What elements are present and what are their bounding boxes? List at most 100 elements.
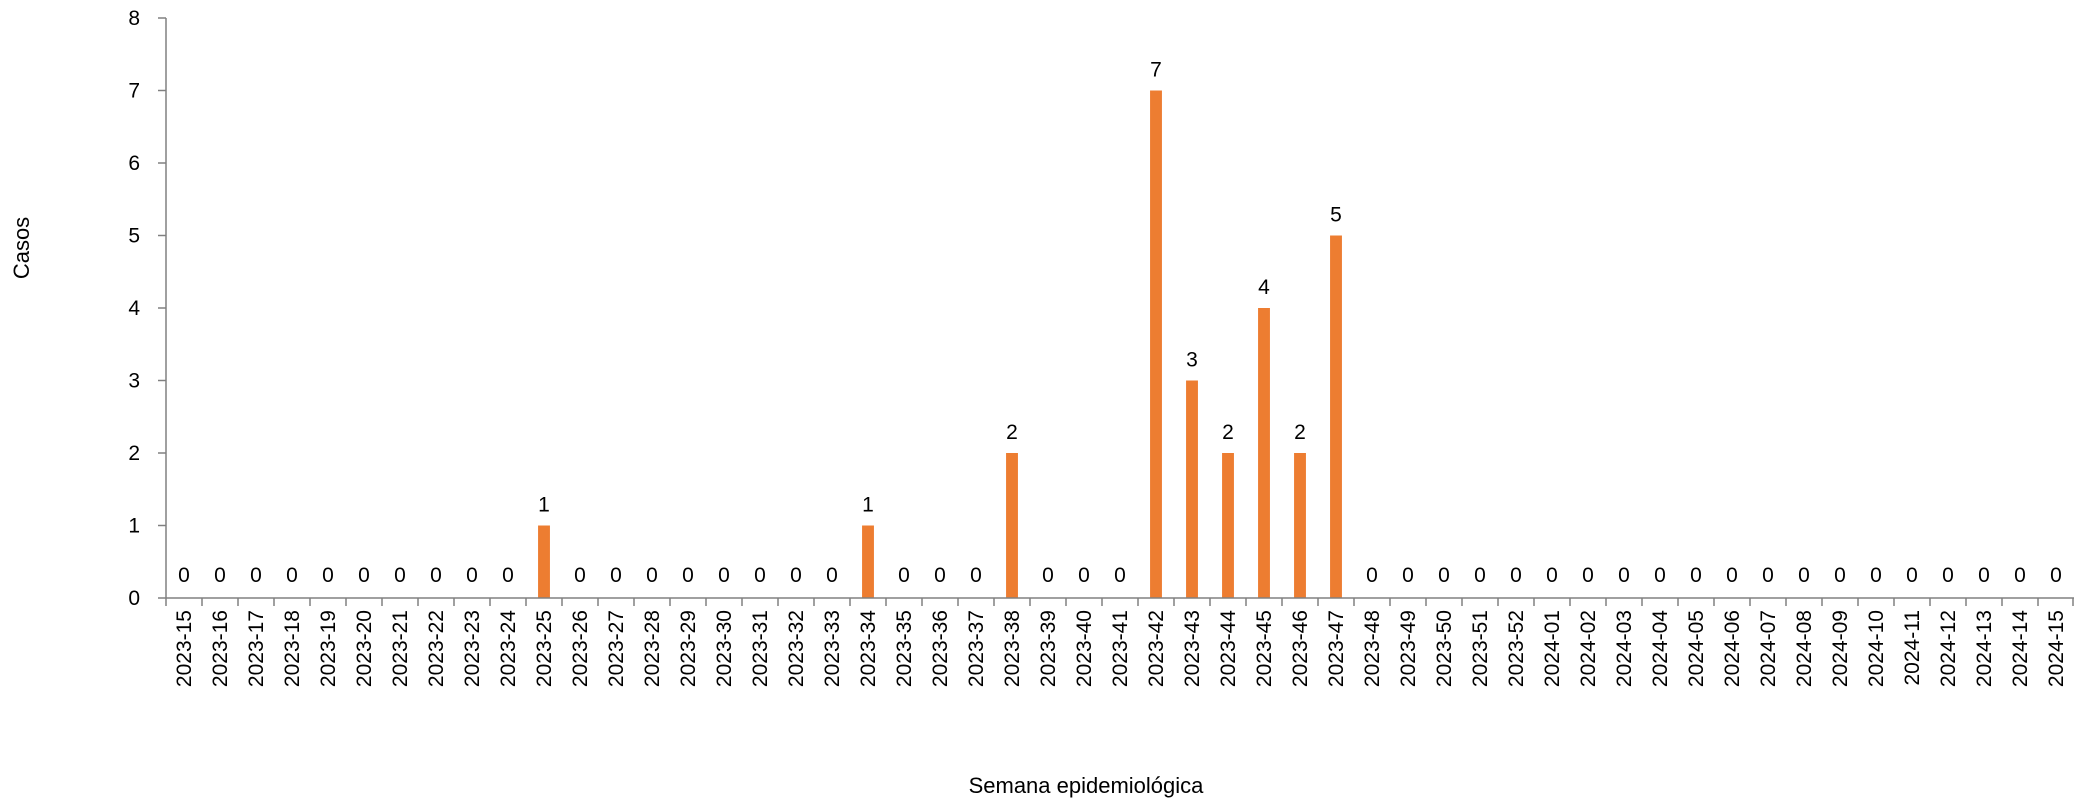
- y-axis-title: Casos: [9, 217, 34, 279]
- x-tick-label: 2024-12: [1937, 610, 1960, 687]
- bar: [1222, 453, 1234, 598]
- bar: [1258, 308, 1270, 598]
- bar: [538, 525, 550, 598]
- data-label: 0: [970, 564, 982, 587]
- bar: [1330, 235, 1342, 598]
- x-tick-label: 2023-42: [1145, 610, 1168, 687]
- x-tick-label: 2024-07: [1757, 610, 1780, 687]
- y-tick-label: 8: [128, 7, 140, 30]
- x-tick-label: 2024-04: [1649, 610, 1672, 687]
- x-tick-label: 2024-11: [1901, 610, 1924, 686]
- data-label: 0: [1474, 564, 1486, 587]
- data-label: 0: [430, 564, 442, 587]
- data-label: 1: [538, 494, 550, 517]
- x-tick-label: 2023-17: [245, 610, 268, 687]
- x-tick-label: 2023-36: [929, 610, 952, 687]
- data-label: 0: [2014, 564, 2026, 587]
- data-label: 0: [1402, 564, 1414, 587]
- x-tick-label: 2024-08: [1793, 610, 1816, 687]
- data-label: 0: [502, 564, 514, 587]
- data-label: 2: [1294, 421, 1306, 444]
- x-tick-label: 2024-10: [1865, 610, 1888, 687]
- x-tick-label: 2024-09: [1829, 610, 1852, 687]
- data-label: 2: [1006, 421, 1018, 444]
- x-tick-label: 2023-39: [1037, 610, 1060, 687]
- data-label: 0: [466, 564, 478, 587]
- x-tick-label: 2023-28: [641, 610, 664, 687]
- x-tick-label: 2023-47: [1325, 610, 1348, 687]
- bar: [1294, 453, 1306, 598]
- data-label: 0: [1690, 564, 1702, 587]
- x-tick-label: 2023-34: [857, 610, 880, 687]
- y-tick-label: 0: [128, 587, 140, 610]
- data-label: 4: [1258, 276, 1270, 299]
- x-tick-label: 2024-06: [1721, 610, 1744, 687]
- data-label: 0: [1042, 564, 1054, 587]
- x-tick-label: 2023-50: [1433, 610, 1456, 687]
- data-label: 0: [394, 564, 406, 587]
- x-axis-title: Semana epidemiológica: [969, 773, 1205, 798]
- x-tick-label: 2023-26: [569, 610, 592, 687]
- y-axis-ticks: 0 1 2 3 4 5 6 7 8: [128, 7, 166, 610]
- x-tick-label: 2023-33: [821, 610, 844, 687]
- data-label: 0: [718, 564, 730, 587]
- data-label: 0: [1582, 564, 1594, 587]
- x-tick-label: 2023-44: [1217, 610, 1240, 687]
- data-label: 0: [358, 564, 370, 587]
- data-label: 0: [2050, 564, 2062, 587]
- bar: [862, 525, 874, 598]
- x-axis-ticks: 2023-15 2023-16 2023-17 2023-18 2023-19 2023-…: [165, 598, 2074, 687]
- data-label: 0: [1438, 564, 1450, 587]
- data-label: 0: [1762, 564, 1774, 587]
- data-label: 0: [1114, 564, 1126, 587]
- x-tick-label: 2023-21: [389, 610, 412, 687]
- data-label: 0: [898, 564, 910, 587]
- x-tick-label: 2023-37: [965, 610, 988, 687]
- data-label: 0: [1078, 564, 1090, 587]
- data-label: 0: [1618, 564, 1630, 587]
- x-tick-label: 2023-40: [1073, 610, 1096, 687]
- data-label: 0: [646, 564, 658, 587]
- x-tick-label: 2023-46: [1289, 610, 1312, 687]
- data-label: 2: [1222, 421, 1234, 444]
- data-label: 1: [862, 494, 874, 517]
- data-label: 0: [1834, 564, 1846, 587]
- data-labels: 0 0 0 0 0 0 0 0 0 0 1 0 0 0 0 0 0 0 0 1 0 0 0 2 0 0 0 7 3 2 4 2 5 0 0 0 0 0 0 0…: [178, 59, 2062, 588]
- x-tick-label: 2023-43: [1181, 610, 1204, 687]
- x-tick-label: 2023-15: [173, 610, 196, 687]
- x-tick-label: 2023-25: [533, 610, 556, 687]
- bar: [1006, 453, 1018, 598]
- data-label: 0: [178, 564, 190, 587]
- x-tick-label: 2023-18: [281, 610, 304, 687]
- data-label: 0: [1942, 564, 1954, 587]
- data-label: 0: [1726, 564, 1738, 587]
- y-tick-label: 3: [128, 370, 140, 393]
- data-label: 0: [286, 564, 298, 587]
- y-tick-label: 2: [128, 442, 140, 465]
- x-tick-label: 2023-35: [893, 610, 916, 687]
- x-tick-label: 2023-52: [1505, 610, 1528, 687]
- x-tick-label: 2024-02: [1577, 610, 1600, 687]
- x-tick-label: 2023-27: [605, 610, 628, 687]
- data-label: 0: [1906, 564, 1918, 587]
- data-label: 0: [826, 564, 838, 587]
- x-tick-label: 2023-19: [317, 610, 340, 687]
- data-label: 0: [610, 564, 622, 587]
- x-tick-label: 2023-31: [749, 610, 772, 687]
- data-label: 0: [1798, 564, 1810, 587]
- x-tick-label: 2024-05: [1685, 610, 1708, 687]
- x-tick-label: 2024-03: [1613, 610, 1636, 687]
- x-tick-label: 2023-23: [461, 610, 484, 687]
- x-tick-label: 2024-14: [2009, 610, 2032, 687]
- x-tick-label: 2023-51: [1469, 610, 1492, 687]
- x-tick-label: 2023-24: [497, 610, 520, 687]
- x-tick-label: 2023-45: [1253, 610, 1276, 687]
- x-tick-label: 2023-30: [713, 610, 736, 687]
- data-label: 0: [214, 564, 226, 587]
- data-label: 5: [1330, 204, 1342, 227]
- data-label: 0: [754, 564, 766, 587]
- data-label: 0: [1546, 564, 1558, 587]
- y-tick-label: 5: [128, 225, 140, 248]
- bar: [1150, 90, 1162, 598]
